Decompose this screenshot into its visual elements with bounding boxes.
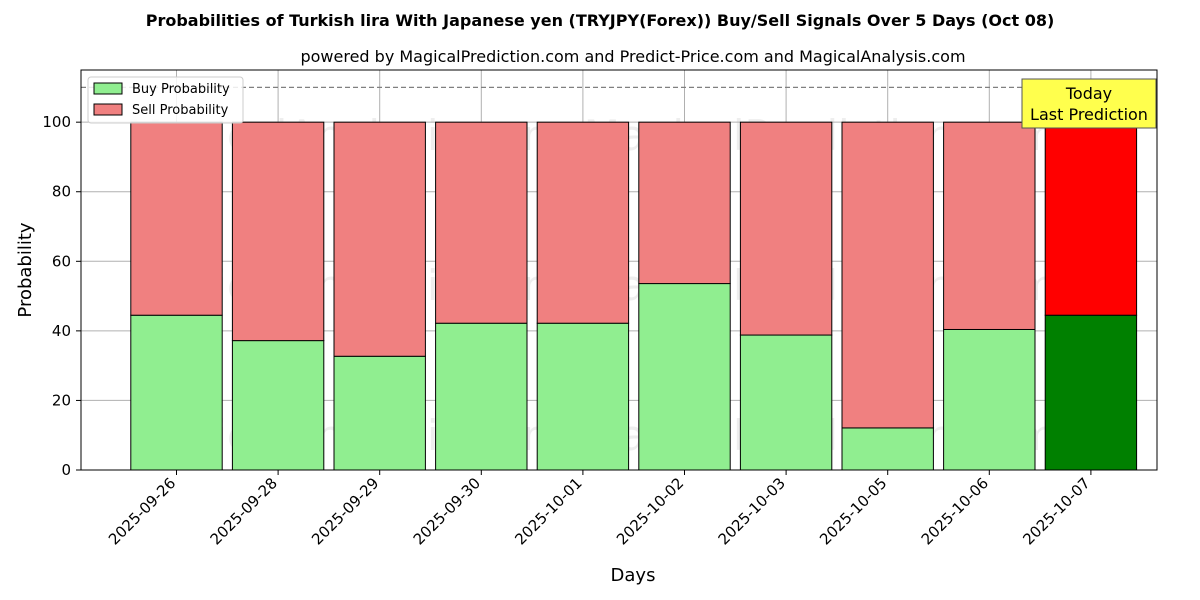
- buy-bar: [130, 314, 223, 471]
- legend-label: Buy Probability: [132, 82, 230, 97]
- x-tick-label: 2025-09-30: [410, 474, 484, 548]
- y-axis-label: Probability: [15, 222, 36, 317]
- sell-bar: [1044, 121, 1138, 316]
- x-tick-label: 2025-10-07: [1019, 474, 1093, 548]
- x-tick-label: 2025-10-02: [613, 474, 687, 548]
- sell-bar: [739, 121, 833, 336]
- buy-bar: [435, 322, 528, 471]
- x-tick-label: 2025-09-29: [308, 474, 382, 548]
- sell-bar: [130, 121, 223, 316]
- y-tick-label: 60: [52, 252, 71, 270]
- y-tick-label: 100: [42, 113, 71, 131]
- legend-swatch: [93, 82, 123, 95]
- x-tick-label: 2025-09-28: [207, 474, 281, 548]
- today-annotation: Today Last Prediction: [1021, 78, 1157, 129]
- x-tick-label: 2025-10-01: [511, 474, 585, 548]
- legend-swatch: [93, 103, 123, 116]
- y-tick-label: 0: [61, 461, 71, 479]
- chart-subtitle: powered by MagicalPrediction.com and Pre…: [300, 47, 965, 66]
- buy-bar: [943, 328, 1036, 471]
- buy-bar: [231, 340, 325, 471]
- sell-bar: [536, 121, 630, 324]
- y-tick-label: 20: [52, 391, 71, 409]
- y-tick-label: 40: [52, 322, 71, 340]
- sell-bar: [333, 121, 426, 357]
- sell-bar: [841, 121, 934, 429]
- y-tick-label: 80: [52, 183, 71, 201]
- bars-layer: [130, 121, 1138, 471]
- x-tick-label: 2025-10-05: [816, 474, 890, 548]
- chart-title: Probabilities of Turkish lira With Japan…: [146, 11, 1055, 30]
- legend: Buy Probability Sell Probability: [87, 76, 244, 124]
- sell-bar: [231, 121, 325, 342]
- legend-box: [87, 76, 244, 124]
- buy-bar: [739, 334, 833, 471]
- plot-frame: [80, 69, 1158, 471]
- sell-bar: [435, 121, 528, 324]
- x-axis-label: Days: [611, 565, 656, 586]
- buy-bar: [536, 322, 630, 471]
- x-tick-label: 2025-10-03: [715, 474, 789, 548]
- x-tick-label: 2025-10-06: [918, 474, 992, 548]
- buy-bar: [841, 427, 934, 471]
- annotation-text: Last Prediction: [1030, 105, 1148, 124]
- x-tick-label: 2025-09-26: [105, 474, 179, 548]
- sell-bar: [638, 121, 731, 285]
- annotation-box: [1021, 78, 1157, 129]
- buy-bar: [1044, 314, 1138, 471]
- annotation-text: Today: [1065, 84, 1112, 103]
- sell-bar: [943, 121, 1036, 330]
- legend-label: Sell Probability: [132, 103, 229, 118]
- buy-bar: [638, 283, 731, 471]
- buy-bar: [333, 355, 426, 471]
